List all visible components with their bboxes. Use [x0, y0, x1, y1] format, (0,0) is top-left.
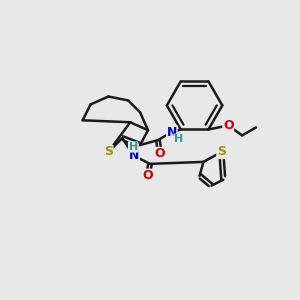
Text: H: H	[128, 142, 138, 152]
Text: O: O	[223, 119, 234, 132]
Text: O: O	[154, 148, 165, 160]
Text: N: N	[167, 126, 177, 139]
Text: S: S	[104, 146, 113, 158]
Text: N: N	[129, 149, 139, 162]
Text: S: S	[217, 146, 226, 158]
Text: H: H	[174, 134, 183, 144]
Text: O: O	[143, 169, 153, 182]
